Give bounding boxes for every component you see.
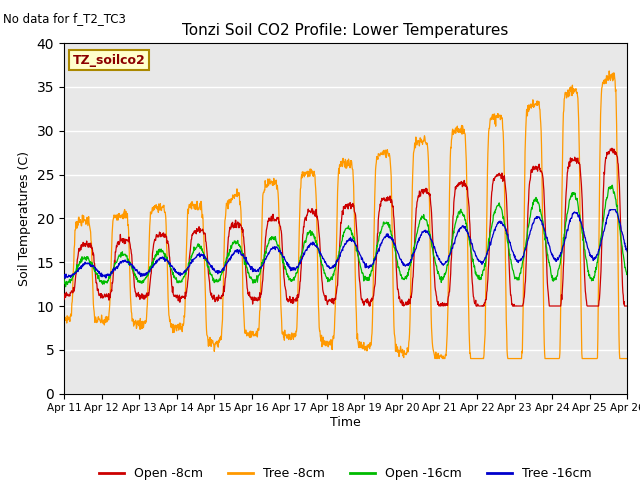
Legend: Open -8cm, Tree -8cm, Open -16cm, Tree -16cm: Open -8cm, Tree -8cm, Open -16cm, Tree -… — [95, 462, 596, 480]
Title: Tonzi Soil CO2 Profile: Lower Temperatures: Tonzi Soil CO2 Profile: Lower Temperatur… — [182, 23, 509, 38]
Text: No data for f_T2_TC3: No data for f_T2_TC3 — [3, 12, 126, 25]
Text: TZ_soilco2: TZ_soilco2 — [72, 54, 145, 67]
Y-axis label: Soil Temperatures (C): Soil Temperatures (C) — [18, 151, 31, 286]
X-axis label: Time: Time — [330, 416, 361, 429]
